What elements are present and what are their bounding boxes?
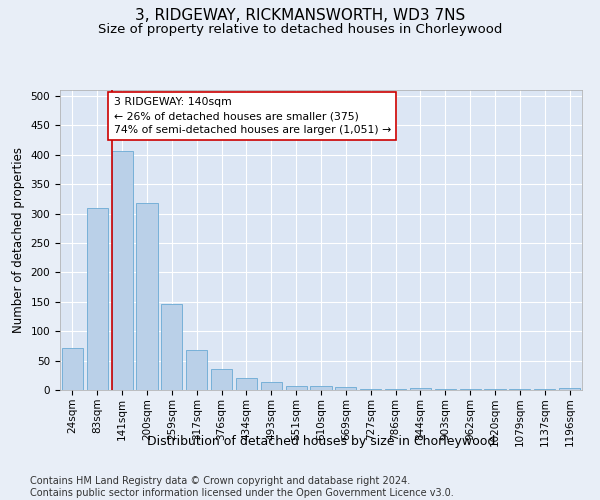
Bar	[161, 304, 182, 390]
Text: Distribution of detached houses by size in Chorleywood: Distribution of detached houses by size …	[147, 435, 495, 448]
Bar	[62, 348, 83, 390]
Bar	[335, 387, 356, 390]
Text: Size of property relative to detached houses in Chorleywood: Size of property relative to detached ho…	[98, 22, 502, 36]
Bar	[410, 388, 431, 390]
Bar	[360, 389, 381, 390]
Text: Contains HM Land Registry data © Crown copyright and database right 2024.
Contai: Contains HM Land Registry data © Crown c…	[30, 476, 454, 498]
Bar	[261, 382, 282, 390]
Bar	[236, 378, 257, 390]
Bar	[559, 388, 580, 390]
Bar	[211, 369, 232, 390]
Bar	[87, 208, 108, 390]
Bar	[112, 150, 133, 390]
Bar	[286, 386, 307, 390]
Text: 3, RIDGEWAY, RICKMANSWORTH, WD3 7NS: 3, RIDGEWAY, RICKMANSWORTH, WD3 7NS	[135, 8, 465, 22]
Bar	[310, 386, 332, 390]
Bar	[136, 203, 158, 390]
Text: 3 RIDGEWAY: 140sqm
← 26% of detached houses are smaller (375)
74% of semi-detach: 3 RIDGEWAY: 140sqm ← 26% of detached hou…	[113, 97, 391, 135]
Bar	[186, 350, 207, 390]
Y-axis label: Number of detached properties: Number of detached properties	[12, 147, 25, 333]
